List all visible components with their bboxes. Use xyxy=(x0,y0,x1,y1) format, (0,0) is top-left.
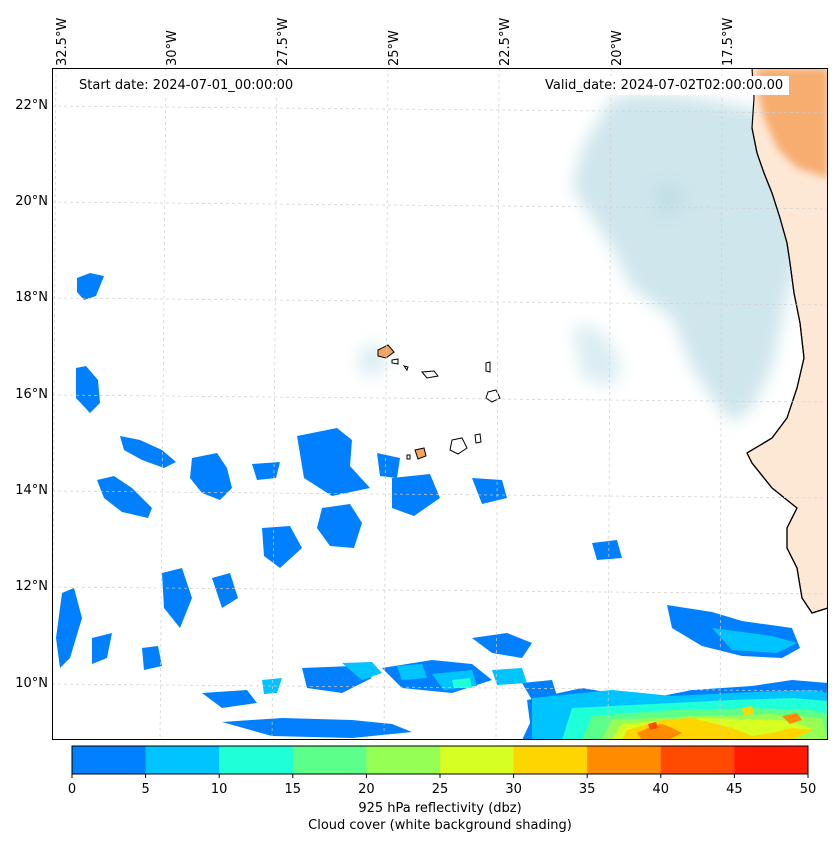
colorbar-tick-label: 40 xyxy=(652,782,670,797)
lat-label-10n: 10°N xyxy=(15,676,48,691)
map-panel xyxy=(52,68,828,740)
colorbar-tick-label: 45 xyxy=(726,782,743,797)
start-date-label: Start date: 2024-07-01_00:00:00 xyxy=(73,76,300,95)
lon-label-17-5w: 17.5°W xyxy=(721,17,736,66)
colorbar xyxy=(71,745,809,778)
colorbar-swatch xyxy=(440,746,515,774)
lon-label-30w: 30°W xyxy=(165,30,180,66)
lat-label-22n: 22°N xyxy=(15,98,48,113)
lat-label-14n: 14°N xyxy=(15,483,48,498)
colorbar-tick-label: 0 xyxy=(67,782,77,797)
colorbar-tick-label: 25 xyxy=(431,782,449,797)
lon-label-20w: 20°W xyxy=(610,30,625,66)
lat-label-12n: 12°N xyxy=(15,579,48,594)
lat-label-20n: 20°N xyxy=(15,194,48,209)
lon-label-32-5w: 32.5°W xyxy=(55,17,70,66)
lat-label-16n: 16°N xyxy=(15,387,48,402)
colorbar-tick-label: 35 xyxy=(578,782,596,797)
colorbar-tick-label: 10 xyxy=(210,782,228,797)
colorbar-swatch xyxy=(734,746,809,774)
colorbar-swatch xyxy=(72,746,147,774)
valid-date-label: Valid_date: 2024-07-02T02:00:00.00 xyxy=(539,76,790,95)
colorbar-swatch xyxy=(366,746,441,774)
colorbar-label: 925 hPa reflectivity (dbz) xyxy=(358,801,522,816)
cloud-cover-shading xyxy=(357,93,812,424)
colorbar-tick-label: 5 xyxy=(141,782,150,797)
colorbar-swatch xyxy=(513,746,588,774)
coastline xyxy=(746,127,828,614)
colorbar-swatch xyxy=(587,746,662,774)
colorbar-swatch xyxy=(292,746,367,774)
reflectivity-45-50 xyxy=(648,722,658,730)
reflectivity-40-45 xyxy=(637,713,802,740)
lon-label-27-5w: 27.5°W xyxy=(276,17,291,66)
colorbar-tick-label: 50 xyxy=(799,782,817,797)
colorbar-tick-label: 30 xyxy=(505,782,522,797)
sahara-shading xyxy=(757,68,828,178)
colorbar-sublabel: Cloud cover (white background shading) xyxy=(308,818,572,833)
colorbar-tick-label: 20 xyxy=(358,782,375,797)
lon-label-22-5w: 22.5°W xyxy=(498,17,513,66)
lat-label-18n: 18°N xyxy=(15,290,48,305)
colorbar-swatch xyxy=(145,746,220,774)
colorbar-swatch xyxy=(219,746,294,774)
colorbar-swatch xyxy=(660,746,735,774)
lon-label-25w: 25°W xyxy=(387,30,402,66)
colorbar-tick-label: 15 xyxy=(284,782,302,797)
